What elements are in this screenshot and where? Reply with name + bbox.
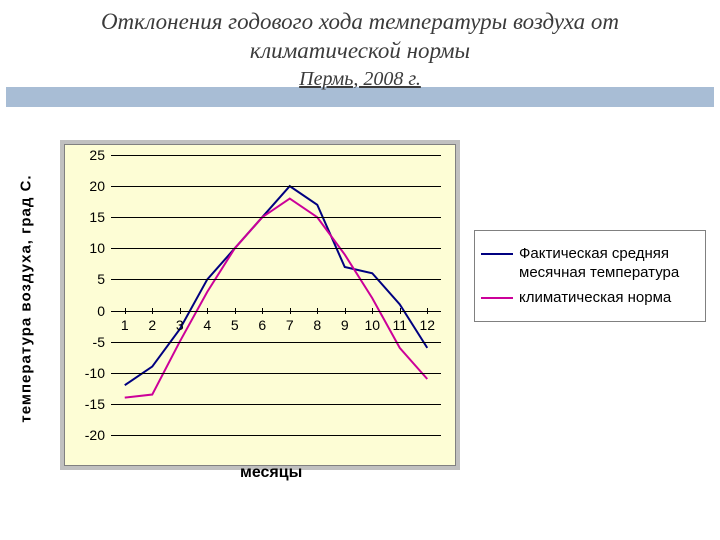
- title-block: Отклонения годового хода температуры воз…: [0, 0, 720, 91]
- x-tick: [180, 308, 181, 314]
- chart-lines: [111, 155, 441, 435]
- chart-subtitle: Пермь, 2008 г.: [40, 68, 680, 91]
- y-tick-label: -15: [75, 396, 105, 412]
- grid-line: [111, 217, 441, 218]
- x-tick: [400, 308, 401, 314]
- x-tick: [290, 308, 291, 314]
- x-tick: [345, 308, 346, 314]
- y-tick-label: 20: [75, 178, 105, 194]
- y-tick-label: 25: [75, 147, 105, 163]
- y-tick-label: -5: [75, 334, 105, 350]
- grid-line: [111, 373, 441, 374]
- x-tick: [207, 308, 208, 314]
- legend: Фактическая средняя месячная температура…: [474, 230, 706, 322]
- series-line: [125, 186, 428, 385]
- y-tick-label: 10: [75, 240, 105, 256]
- grid-line: [111, 435, 441, 436]
- x-tick-label: 9: [341, 317, 349, 333]
- x-tick: [427, 308, 428, 314]
- x-tick-label: 8: [313, 317, 321, 333]
- x-tick: [372, 308, 373, 314]
- x-tick-label: 10: [364, 317, 380, 333]
- y-tick-label: 15: [75, 209, 105, 225]
- y-tick-label: 0: [75, 303, 105, 319]
- plot-inner: 2520151050-5-10-15-20123456789101112: [111, 155, 441, 435]
- grid-line: [111, 155, 441, 156]
- x-tick: [262, 308, 263, 314]
- legend-swatch: [481, 297, 513, 299]
- x-tick: [235, 308, 236, 314]
- x-axis-label: месяцы: [240, 464, 302, 482]
- x-tick-label: 3: [176, 317, 184, 333]
- x-tick-label: 4: [203, 317, 211, 333]
- x-tick-label: 12: [419, 317, 435, 333]
- y-tick-label: -10: [75, 365, 105, 381]
- grid-line: [111, 186, 441, 187]
- series-line: [125, 199, 428, 398]
- plot-box: 2520151050-5-10-15-20123456789101112: [64, 144, 456, 466]
- x-tick-label: 11: [392, 317, 407, 333]
- grid-line: [111, 404, 441, 405]
- x-tick-label: 1: [121, 317, 129, 333]
- legend-item: климатическая норма: [479, 289, 701, 308]
- grid-line: [111, 248, 441, 249]
- y-tick-label: 5: [75, 271, 105, 287]
- x-tick: [152, 308, 153, 314]
- y-tick-label: -20: [75, 427, 105, 443]
- chart-title: Отклонения годового хода температуры воз…: [40, 8, 680, 66]
- legend-item: Фактическая средняя месячная температура: [479, 245, 701, 283]
- grid-line: [111, 311, 441, 312]
- chart-area: температура воздуха, град С. 2520151050-…: [6, 140, 714, 520]
- x-tick: [125, 308, 126, 314]
- x-tick: [317, 308, 318, 314]
- legend-label: климатическая норма: [519, 289, 671, 308]
- legend-swatch: [481, 253, 513, 255]
- legend-label: Фактическая средняя месячная температура: [519, 245, 701, 283]
- x-tick-label: 7: [286, 317, 294, 333]
- x-tick-label: 2: [148, 317, 156, 333]
- grid-line: [111, 342, 441, 343]
- y-axis-label: температура воздуха, град С.: [18, 129, 35, 469]
- grid-line: [111, 279, 441, 280]
- x-tick-label: 6: [258, 317, 266, 333]
- x-tick-label: 5: [231, 317, 239, 333]
